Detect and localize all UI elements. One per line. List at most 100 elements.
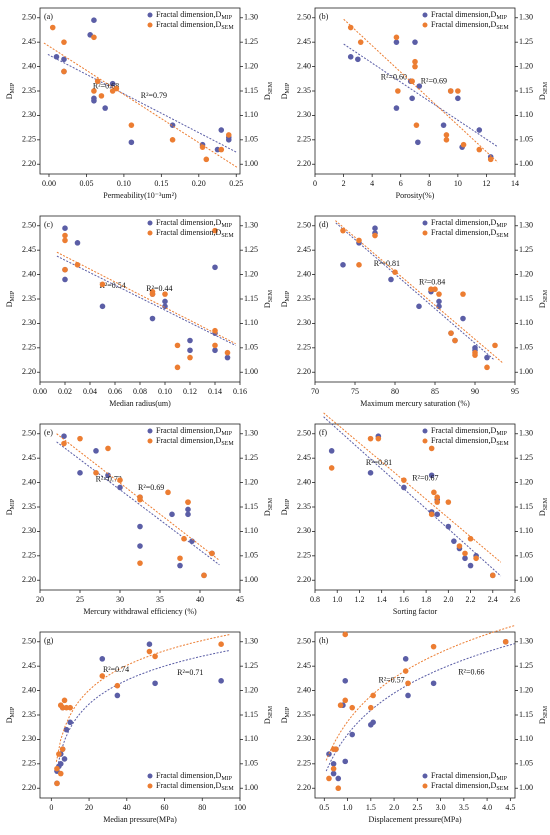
data-point xyxy=(203,156,210,163)
y-tick-label: 2.45 xyxy=(22,453,36,462)
y-tick-label: 2.30 xyxy=(22,734,36,743)
x-tick-label: 40 xyxy=(196,595,204,604)
y2-tick-label: 1.15 xyxy=(244,502,258,511)
data-point xyxy=(174,364,181,371)
x-tick-label: 1.5 xyxy=(366,803,376,812)
y-tick-label: 2.25 xyxy=(22,551,36,560)
legend-marker xyxy=(422,230,428,236)
legend-label-sub: SEM xyxy=(496,786,509,792)
y2-tick-label: 1.25 xyxy=(519,245,533,254)
data-point xyxy=(169,137,176,143)
x-tick-label: 0.25 xyxy=(229,179,243,188)
y-tick-label: 2.45 xyxy=(297,453,311,462)
data-point xyxy=(146,641,153,648)
legend-label-sub: MIP xyxy=(496,431,507,437)
data-point xyxy=(401,484,407,491)
data-point xyxy=(484,354,490,361)
data-point xyxy=(212,264,218,271)
x-tick-label: 0.5 xyxy=(319,803,329,812)
data-point xyxy=(91,34,97,41)
trend-line xyxy=(43,42,238,169)
data-point xyxy=(462,555,468,562)
y2-tick-label: 1.00 xyxy=(244,783,258,792)
y-tick-label: 2.20 xyxy=(22,783,36,792)
trend-line xyxy=(343,43,498,148)
data-point xyxy=(434,494,441,501)
y2-axis-label: DSEM xyxy=(263,705,275,724)
data-point xyxy=(430,680,437,687)
y-tick-label: 2.35 xyxy=(22,502,36,511)
plot-frame xyxy=(314,423,516,591)
x-tick-label: 12 xyxy=(482,179,490,188)
legend-label: Fractal dimension,DSEM xyxy=(431,781,509,793)
data-point xyxy=(225,132,232,138)
data-point xyxy=(502,638,509,645)
y-tick-label: 2.40 xyxy=(22,269,36,278)
x-tick-label: 25 xyxy=(76,595,84,604)
data-point xyxy=(63,726,70,733)
x-tick-label: 0 xyxy=(49,803,53,812)
data-point xyxy=(447,88,454,94)
y-axis-label-sub: MIP xyxy=(10,498,16,509)
data-point xyxy=(367,470,374,476)
y-tick-label: 2.35 xyxy=(22,294,36,303)
data-point xyxy=(74,262,81,268)
y-tick-label: 2.25 xyxy=(297,551,311,560)
x-tick-label: 1.0 xyxy=(343,803,353,812)
data-point xyxy=(62,266,68,273)
legend-label-sub: MIP xyxy=(221,15,232,21)
data-point xyxy=(57,770,64,777)
y2-tick-label: 1.00 xyxy=(519,783,533,792)
y2-tick-label: 1.00 xyxy=(244,575,258,584)
data-point xyxy=(146,648,153,655)
legend-marker xyxy=(147,773,153,779)
x-tick-label: 20 xyxy=(36,595,44,604)
y2-axis-label-sub: SEM xyxy=(543,705,549,718)
data-point xyxy=(467,562,474,569)
data-point xyxy=(428,472,435,479)
trend-line xyxy=(335,220,503,364)
data-point xyxy=(472,352,478,358)
data-point xyxy=(62,237,68,244)
data-point xyxy=(430,643,437,650)
y2-axis-label: DSEM xyxy=(538,705,550,724)
y-tick-label: 2.20 xyxy=(22,367,36,376)
data-point xyxy=(402,656,409,662)
data-point xyxy=(349,731,356,738)
data-point xyxy=(199,144,206,150)
x-tick-label: 0.15 xyxy=(154,179,168,188)
x-tick-label: 0.08 xyxy=(133,387,147,396)
y-tick-label: 2.45 xyxy=(22,37,36,46)
panel-label: (a) xyxy=(44,12,53,21)
r-squared-label: R²=0.68 xyxy=(93,82,119,91)
y2-tick-label: 1.00 xyxy=(244,367,258,376)
data-point xyxy=(462,550,468,557)
data-point xyxy=(375,435,382,442)
data-point xyxy=(62,276,68,283)
data-point xyxy=(476,127,483,133)
data-point xyxy=(335,775,342,782)
x-tick-label: 30 xyxy=(116,595,124,604)
y2-axis-label: DSEM xyxy=(263,289,275,308)
x-tick-label: 4.5 xyxy=(505,803,515,812)
r-squared-label: R²=0.60 xyxy=(381,72,407,81)
data-point xyxy=(94,78,101,85)
data-point xyxy=(436,303,442,310)
legend-marker xyxy=(422,220,428,226)
y-tick-label: 2.50 xyxy=(297,221,311,230)
data-point xyxy=(455,88,461,94)
y2-tick-label: 1.20 xyxy=(519,685,533,694)
data-point xyxy=(355,56,361,63)
data-point xyxy=(59,746,66,752)
data-point xyxy=(187,337,193,344)
x-axis-label: Permeability(10⁻³um²) xyxy=(103,191,177,200)
data-point xyxy=(91,88,97,94)
data-point xyxy=(456,543,463,549)
y-axis-label-sub: MIP xyxy=(285,290,291,301)
y2-tick-label: 1.20 xyxy=(519,269,533,278)
data-point xyxy=(443,137,450,143)
x-tick-label: 60 xyxy=(161,803,169,812)
data-point xyxy=(489,572,496,579)
x-tick-label: 1.6 xyxy=(399,595,409,604)
